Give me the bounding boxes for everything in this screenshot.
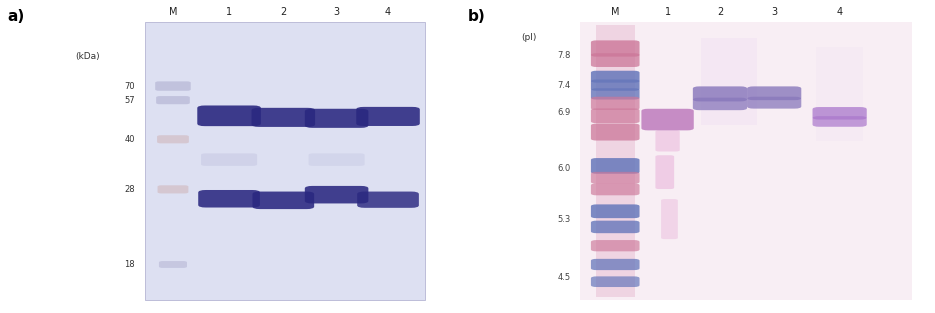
- FancyBboxPatch shape: [661, 199, 678, 239]
- Text: 28: 28: [124, 185, 135, 194]
- FancyBboxPatch shape: [159, 261, 187, 268]
- Text: (pI): (pI): [522, 33, 537, 42]
- FancyBboxPatch shape: [156, 96, 190, 104]
- FancyBboxPatch shape: [591, 40, 640, 57]
- FancyBboxPatch shape: [591, 276, 640, 287]
- FancyBboxPatch shape: [201, 153, 257, 166]
- FancyBboxPatch shape: [591, 88, 640, 100]
- FancyBboxPatch shape: [591, 97, 640, 110]
- Text: 4: 4: [385, 7, 391, 17]
- Text: 4.5: 4.5: [557, 273, 570, 281]
- FancyBboxPatch shape: [157, 135, 189, 143]
- FancyBboxPatch shape: [591, 158, 640, 174]
- FancyBboxPatch shape: [591, 240, 640, 251]
- Text: 7.4: 7.4: [557, 81, 570, 90]
- Text: (kDa): (kDa): [76, 52, 100, 61]
- Bar: [145, 22, 425, 300]
- Text: 18: 18: [124, 260, 135, 269]
- Text: 5.3: 5.3: [557, 215, 570, 223]
- FancyBboxPatch shape: [655, 155, 674, 189]
- Text: a): a): [7, 9, 24, 24]
- FancyBboxPatch shape: [641, 109, 694, 130]
- FancyBboxPatch shape: [591, 71, 640, 83]
- Text: 7.8: 7.8: [557, 51, 570, 60]
- FancyBboxPatch shape: [591, 80, 640, 91]
- Bar: [701, 38, 757, 125]
- FancyBboxPatch shape: [252, 192, 314, 209]
- Text: 1: 1: [665, 7, 670, 17]
- FancyBboxPatch shape: [591, 259, 640, 270]
- FancyBboxPatch shape: [252, 108, 315, 127]
- Bar: [816, 47, 863, 141]
- FancyBboxPatch shape: [747, 97, 801, 109]
- Text: b): b): [468, 9, 485, 24]
- Text: 57: 57: [124, 96, 135, 105]
- FancyBboxPatch shape: [309, 153, 365, 166]
- FancyBboxPatch shape: [591, 124, 640, 141]
- FancyBboxPatch shape: [591, 172, 640, 184]
- Text: 70: 70: [124, 82, 135, 90]
- FancyBboxPatch shape: [197, 105, 261, 126]
- FancyBboxPatch shape: [157, 185, 188, 193]
- FancyBboxPatch shape: [357, 192, 419, 208]
- FancyBboxPatch shape: [198, 190, 260, 208]
- Bar: [596, 25, 635, 297]
- Text: 1: 1: [226, 7, 232, 17]
- Text: 4: 4: [837, 7, 842, 17]
- FancyBboxPatch shape: [591, 204, 640, 218]
- FancyBboxPatch shape: [591, 53, 640, 67]
- Text: M: M: [168, 7, 178, 17]
- FancyBboxPatch shape: [655, 130, 680, 151]
- Text: 6.0: 6.0: [557, 164, 570, 173]
- FancyBboxPatch shape: [813, 107, 867, 120]
- FancyBboxPatch shape: [155, 81, 191, 91]
- Text: 6.9: 6.9: [557, 108, 570, 117]
- Text: M: M: [611, 7, 620, 17]
- FancyBboxPatch shape: [591, 221, 640, 233]
- Text: 40: 40: [124, 135, 135, 144]
- Text: 2: 2: [717, 7, 723, 17]
- FancyBboxPatch shape: [305, 186, 368, 203]
- Text: 3: 3: [334, 7, 339, 17]
- Text: 2: 2: [280, 7, 286, 17]
- FancyBboxPatch shape: [693, 86, 747, 101]
- FancyBboxPatch shape: [813, 116, 867, 127]
- FancyBboxPatch shape: [747, 86, 801, 100]
- FancyBboxPatch shape: [305, 109, 368, 128]
- Text: 3: 3: [771, 7, 777, 17]
- FancyBboxPatch shape: [356, 107, 420, 126]
- FancyBboxPatch shape: [591, 108, 640, 123]
- Bar: [580, 22, 912, 300]
- FancyBboxPatch shape: [591, 183, 640, 195]
- FancyBboxPatch shape: [693, 98, 747, 110]
